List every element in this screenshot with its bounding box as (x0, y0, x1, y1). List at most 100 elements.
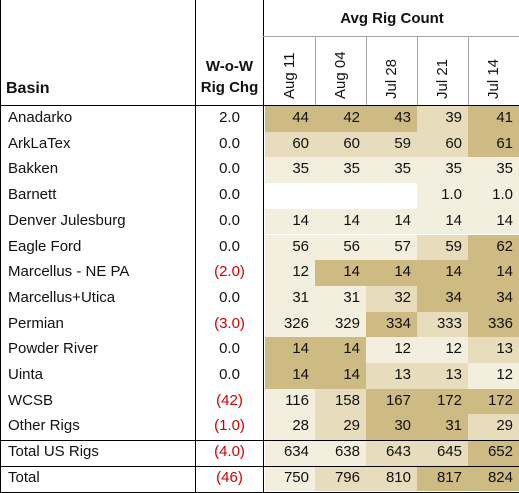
total-us-rule (0, 440, 519, 442)
cell-wcsb-jul-28: 167 (366, 388, 417, 415)
col-label-aug-11: Aug 11 (281, 52, 298, 99)
col-label-aug-04: Aug 04 (331, 51, 349, 99)
basin-denver-julesburg: Denver Julesburg (8, 211, 126, 229)
wow-chg-other-rigs: (1.0) (214, 417, 245, 435)
wow-header-line1: W-o-W (205, 58, 254, 75)
cell-total-jul-21: 817 (417, 465, 468, 492)
wow-chg-total: (46) (216, 468, 243, 486)
basin-other-rigs: Other Rigs (8, 417, 80, 435)
cell-denver-julesburg-jul-14: 14 (468, 208, 519, 235)
value-column-gridline (417, 36, 418, 105)
cell-wcsb-jul-14: 172 (468, 388, 519, 415)
cell-uinta-jul-21: 13 (417, 363, 468, 389)
wow-chg-uinta: 0.0 (219, 366, 240, 383)
cell-eagle-ford-aug-04: 56 (315, 234, 366, 261)
cell-wcsb-aug-04: 158 (315, 388, 366, 415)
cell-eagle-ford-aug-11: 56 (265, 234, 315, 261)
cell-uinta-aug-04: 14 (315, 363, 366, 389)
cell-anadarko-jul-21: 39 (417, 106, 468, 132)
cell-anadarko-jul-14: 41 (468, 106, 519, 132)
value-column-gridline (366, 36, 367, 105)
cell-uinta-aug-11: 14 (265, 363, 315, 389)
cell-anadarko-aug-04: 42 (315, 106, 366, 132)
cell-arklatex-jul-28: 59 (366, 131, 417, 158)
cell-arklatex-aug-04: 60 (315, 131, 366, 158)
wow-chg-wcsb: (42) (216, 391, 243, 409)
avg-rig-count-header: Avg Rig Count (340, 10, 444, 27)
cell-marcellus-utica-jul-21: 34 (417, 285, 468, 312)
cell-bakken-jul-14: 35 (468, 157, 519, 184)
col-label-jul-28: Jul 28 (382, 58, 400, 99)
wow-chg-denver-julesburg: 0.0 (219, 211, 240, 229)
cell-other-rigs-jul-14: 29 (468, 414, 519, 441)
cell-total-us-rigs-jul-28: 643 (366, 440, 417, 466)
cell-barnett-aug-04 (315, 183, 366, 209)
cell-total-us-rigs-jul-21: 645 (417, 440, 468, 466)
cell-barnett-jul-28 (366, 183, 417, 209)
basin-barnett: Barnett (8, 186, 57, 204)
cell-powder-river-aug-11: 14 (265, 337, 315, 363)
cell-denver-julesburg-aug-11: 14 (265, 208, 315, 235)
basin-arklatex: ArkLaTex (8, 134, 71, 152)
cell-barnett-aug-11 (265, 183, 315, 209)
wow-header: W-o-W Rig Chg (197, 56, 262, 98)
cell-total-us-rigs-aug-04: 638 (315, 440, 366, 466)
cell-permian-jul-21: 333 (417, 311, 468, 338)
wow-chg-anadarko: 2.0 (219, 109, 240, 126)
cell-marcellus-ne-pa-jul-21: 14 (417, 260, 468, 286)
basin-column-rule (195, 0, 196, 492)
wow-chg-eagle-ford: 0.0 (219, 237, 240, 255)
wow-chg-bakken: 0.0 (219, 160, 240, 178)
cell-eagle-ford-jul-14: 62 (468, 234, 519, 261)
total-rule (0, 465, 519, 467)
cell-barnett-jul-21: 1.0 (417, 183, 468, 209)
wow-column-rule (263, 0, 264, 492)
cell-denver-julesburg-jul-21: 14 (417, 208, 468, 235)
cell-marcellus-utica-aug-11: 31 (265, 285, 315, 312)
cell-marcellus-ne-pa-jul-28: 14 (366, 260, 417, 286)
cell-marcellus-ne-pa-aug-04: 14 (315, 260, 366, 286)
cell-total-us-rigs-jul-14: 652 (468, 440, 519, 466)
basin-eagle-ford: Eagle Ford (8, 237, 82, 255)
cell-powder-river-jul-14: 13 (468, 337, 519, 363)
cell-marcellus-utica-jul-28: 32 (366, 285, 417, 312)
value-column-gridline (468, 36, 469, 105)
cell-marcellus-ne-pa-aug-11: 12 (265, 260, 315, 286)
cell-powder-river-aug-04: 14 (315, 337, 366, 363)
cell-other-rigs-aug-11: 28 (265, 414, 315, 441)
cell-uinta-jul-28: 13 (366, 363, 417, 389)
cell-total-jul-28: 810 (366, 465, 417, 492)
cell-marcellus-utica-jul-14: 34 (468, 285, 519, 312)
basin-anadarko: Anadarko (8, 109, 73, 126)
cell-arklatex-jul-14: 61 (468, 131, 519, 158)
basin-permian: Permian (8, 314, 64, 332)
cell-total-us-rigs-aug-11: 634 (265, 440, 315, 466)
wow-chg-powder-river: 0.0 (219, 340, 240, 358)
cell-arklatex-aug-11: 60 (265, 131, 315, 158)
basin-total: Total (8, 468, 40, 486)
cell-total-aug-11: 750 (265, 465, 315, 492)
cell-permian-aug-11: 326 (265, 311, 315, 338)
cell-arklatex-jul-21: 60 (417, 131, 468, 158)
wow-header-line2: Rig Chg (200, 79, 259, 96)
cell-marcellus-ne-pa-jul-14: 14 (468, 260, 519, 286)
col-label-jul-14: Jul 14 (484, 58, 502, 99)
cell-other-rigs-aug-04: 29 (315, 414, 366, 441)
cell-eagle-ford-jul-21: 59 (417, 234, 468, 261)
cell-wcsb-jul-21: 172 (417, 388, 468, 415)
basin-bakken: Bakken (8, 160, 59, 178)
cell-uinta-jul-14: 12 (468, 363, 519, 389)
basin-header: Basin (6, 80, 50, 97)
basin-marcellus-ne-pa: Marcellus - NE PA (8, 263, 130, 281)
basin-wcsb: WCSB (8, 391, 53, 409)
cell-permian-jul-14: 336 (468, 311, 519, 338)
cell-other-rigs-jul-21: 31 (417, 414, 468, 441)
wow-chg-marcellus-ne-pa: (2.0) (214, 263, 245, 281)
cell-denver-julesburg-jul-28: 14 (366, 208, 417, 235)
cell-permian-aug-04: 329 (315, 311, 366, 338)
cell-other-rigs-jul-28: 30 (366, 414, 417, 441)
cell-powder-river-jul-28: 12 (366, 337, 417, 363)
wow-chg-barnett: 0.0 (219, 186, 240, 204)
wow-chg-total-us-rigs: (4.0) (214, 443, 245, 461)
